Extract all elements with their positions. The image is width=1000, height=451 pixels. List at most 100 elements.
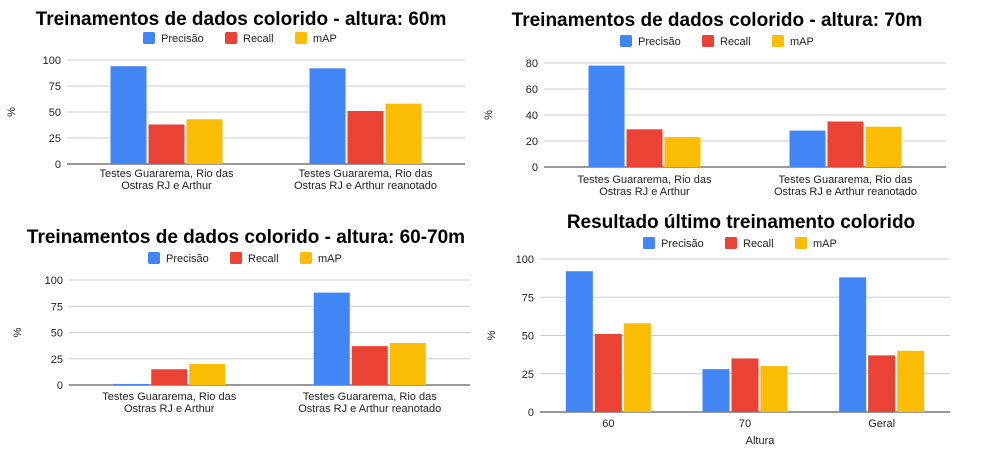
- bar: [664, 137, 701, 167]
- x-tick-label: Testes Guararema, Rio das: [100, 168, 234, 180]
- bar: [626, 129, 663, 167]
- x-tick-label: Testes Guararema, Rio das: [303, 391, 437, 403]
- chart-title: Resultado último treinamento colorido: [567, 212, 915, 233]
- bar: [868, 355, 896, 412]
- legend-swatch: [643, 237, 655, 249]
- x-tick-label: Geral: [868, 418, 895, 430]
- bar: [760, 366, 788, 412]
- legend-swatch: [702, 35, 714, 47]
- legend-label: Recall: [248, 253, 279, 265]
- chart-legend: Precisão Recall mAP: [143, 32, 337, 45]
- bar: [789, 130, 826, 167]
- y-axis-title: %: [486, 330, 498, 340]
- bar: [389, 343, 426, 385]
- legend-swatch: [148, 252, 160, 264]
- legend-label: mAP: [318, 253, 342, 265]
- x-tick-label: Ostras RJ e Arthur: [121, 180, 212, 192]
- chart-panel-3: Treinamentos de dados colorido - altura:…: [12, 227, 470, 415]
- legend-swatch: [295, 32, 307, 44]
- legend-swatch: [143, 32, 155, 44]
- y-axis-title: %: [483, 110, 495, 120]
- legend-swatch: [725, 237, 737, 249]
- y-tick-label: 60: [526, 84, 538, 96]
- y-tick-label: 20: [526, 136, 538, 148]
- y-tick-label: 75: [49, 81, 61, 93]
- chart-legend: Precisão Recall mAP: [620, 35, 814, 48]
- x-tick-label: Testes Guararema, Rio das: [299, 168, 433, 180]
- y-tick-label: 0: [532, 162, 538, 174]
- bar: [865, 126, 902, 167]
- y-tick-label: 75: [51, 301, 63, 313]
- x-axis-title: Altura: [746, 435, 776, 447]
- y-axis-title: %: [12, 327, 24, 337]
- x-tick-label: Ostras RJ e Arthur: [124, 403, 215, 415]
- bar: [702, 369, 730, 412]
- chart-title: Treinamentos de dados colorido - altura:…: [512, 10, 923, 31]
- y-tick-label: 100: [45, 275, 63, 287]
- bar: [839, 277, 867, 412]
- legend-swatch: [230, 252, 242, 264]
- y-tick-label: 25: [49, 133, 61, 145]
- y-tick-label: 50: [51, 328, 63, 340]
- y-tick-label: 0: [57, 380, 63, 392]
- bar: [565, 271, 593, 412]
- chart-panel-4: Resultado último treinamento colorido Pre…: [486, 212, 950, 447]
- x-tick-label: Testes Guararema, Rio das: [102, 391, 236, 403]
- y-tick-label: 50: [522, 331, 534, 343]
- y-tick-label: 80: [526, 58, 538, 70]
- legend-swatch: [620, 35, 632, 47]
- y-tick-label: 75: [522, 292, 534, 304]
- bar: [351, 346, 388, 385]
- legend-label: mAP: [790, 36, 814, 48]
- bar: [347, 110, 384, 164]
- bar: [827, 121, 864, 167]
- chart-legend: Precisão Recall mAP: [643, 237, 837, 250]
- y-tick-label: 0: [55, 159, 61, 171]
- y-tick-label: 0: [528, 407, 534, 419]
- bar: [189, 364, 226, 385]
- legend-label: mAP: [813, 238, 837, 250]
- y-tick-label: 100: [516, 254, 534, 266]
- x-tick-label: 70: [739, 418, 751, 430]
- legend-label: Precisão: [161, 33, 204, 45]
- chart-panel-2: Treinamentos de dados colorido - altura:…: [483, 10, 946, 198]
- bar: [313, 292, 350, 385]
- bar: [588, 65, 625, 167]
- bar: [110, 66, 147, 164]
- y-tick-label: 100: [43, 55, 61, 67]
- legend-swatch: [772, 35, 784, 47]
- bar: [309, 68, 346, 164]
- legend-label: Precisão: [661, 238, 704, 250]
- bar: [186, 119, 223, 164]
- bar: [113, 383, 150, 385]
- bar: [151, 369, 188, 385]
- legend-label: Recall: [743, 238, 774, 250]
- bar: [594, 333, 622, 412]
- legend-label: Recall: [720, 36, 751, 48]
- x-tick-label: Ostras RJ e Arthur reanotado: [774, 186, 917, 198]
- y-tick-label: 25: [51, 354, 63, 366]
- legend-swatch: [300, 252, 312, 264]
- bar: [623, 323, 651, 412]
- legend-label: Recall: [243, 33, 274, 45]
- x-tick-label: 60: [602, 418, 614, 430]
- x-tick-label: Ostras RJ e Arthur: [599, 186, 690, 198]
- y-tick-label: 25: [522, 369, 534, 381]
- legend-label: Precisão: [638, 36, 681, 48]
- y-tick-label: 40: [526, 110, 538, 122]
- chart-title: Treinamentos de dados colorido - altura:…: [27, 227, 465, 248]
- bar: [897, 350, 925, 412]
- chart-panel-1: Treinamentos de dados colorido - altura:…: [6, 9, 465, 192]
- y-tick-label: 50: [49, 107, 61, 119]
- legend-label: Precisão: [166, 253, 209, 265]
- bar: [385, 103, 422, 164]
- x-tick-label: Testes Guararema, Rio das: [578, 174, 712, 186]
- x-tick-label: Testes Guararema, Rio das: [779, 174, 913, 186]
- bar: [731, 358, 759, 412]
- legend-swatch: [225, 32, 237, 44]
- legend-label: mAP: [313, 33, 337, 45]
- bar: [148, 124, 185, 164]
- x-tick-label: Ostras RJ e Arthur reanotado: [294, 180, 437, 192]
- x-tick-label: Ostras RJ e Arthur reanotado: [298, 403, 441, 415]
